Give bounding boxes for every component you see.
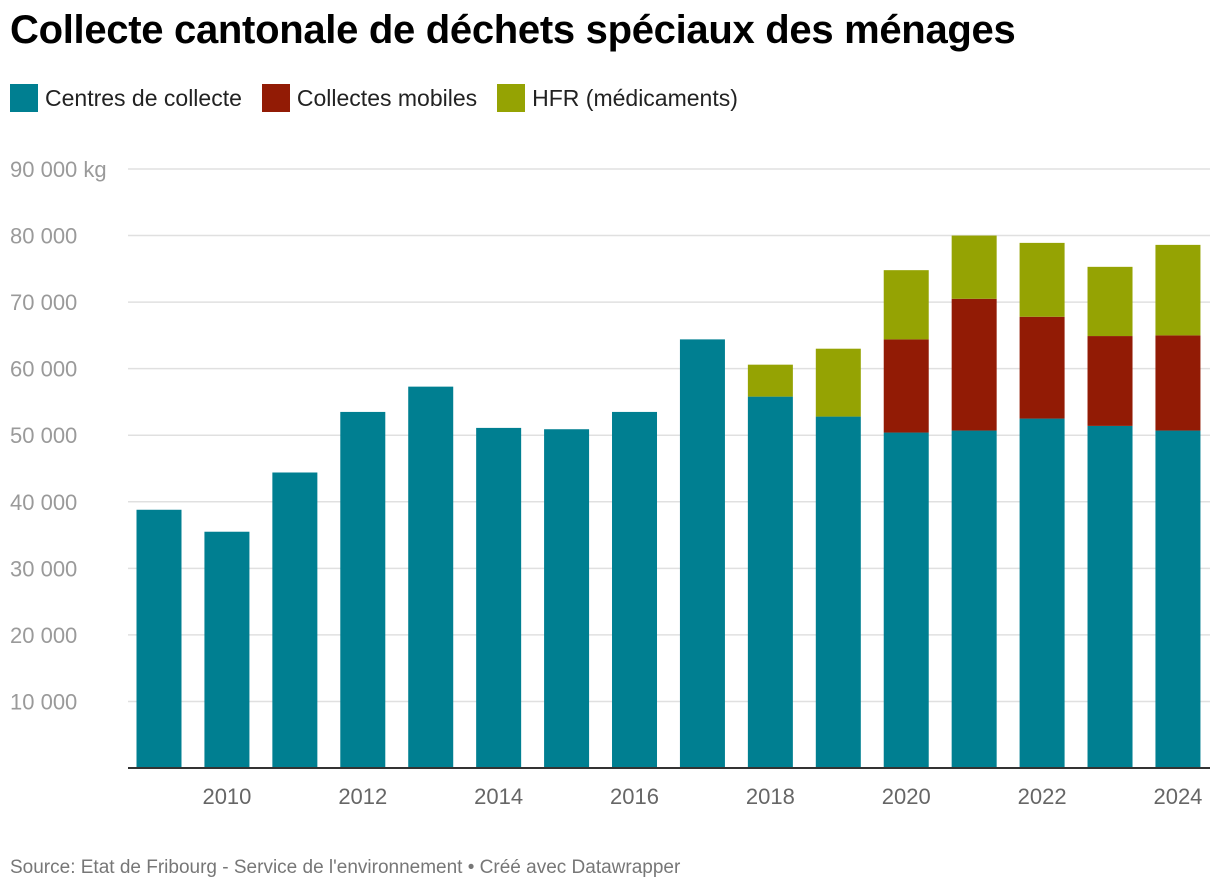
legend-swatch-hfr	[497, 84, 526, 112]
bar-mobiles-2024	[1155, 335, 1201, 431]
x-tick-label: 2010	[202, 784, 251, 809]
legend-item-mobiles: Collectes mobiles	[261, 84, 478, 112]
y-tick-label: 20 000	[10, 623, 77, 648]
y-tick-label: 50 000	[10, 423, 77, 448]
bar-centres-2018	[747, 396, 793, 768]
legend-label-hfr: HFR (médicaments)	[532, 84, 738, 111]
bar-mobiles-2022	[1019, 316, 1065, 419]
bar-centres-2011	[272, 472, 318, 768]
legend-swatch-mobiles	[261, 84, 290, 112]
source-footer: Source: Etat de Fribourg - Service de l'…	[10, 857, 681, 878]
y-tick-label: 60 000	[10, 357, 77, 382]
y-tick-label: 80 000	[10, 224, 77, 249]
legend-swatch-centres	[10, 84, 38, 112]
y-tick-label: 10 000	[10, 689, 77, 714]
bar-centres-2020	[883, 432, 929, 768]
legend-label-centres: Centres de collecte	[45, 84, 242, 111]
bar-centres-2019	[815, 416, 861, 768]
bar-mobiles-2023	[1087, 336, 1133, 426]
legend-item-centres: Centres de collecte	[10, 84, 242, 112]
x-tick-label: 2024	[1153, 784, 1202, 809]
x-tick-label: 2018	[746, 784, 795, 809]
x-tick-label: 2022	[1018, 784, 1067, 809]
bar-hfr-2018	[747, 364, 793, 397]
bar-centres-2015	[544, 429, 590, 768]
y-tick-label: 30 000	[10, 556, 77, 581]
bar-centres-2013	[408, 386, 454, 768]
x-tick-label: 2014	[474, 784, 523, 809]
chart-title: Collecte cantonale de déchets spéciaux d…	[10, 8, 1016, 52]
bar-hfr-2021	[951, 235, 997, 299]
legend: Centres de collecte Collectes mobiles HF…	[10, 84, 758, 112]
y-tick-label: 70 000	[10, 290, 77, 315]
bar-centres-2009	[136, 509, 182, 768]
bar-mobiles-2021	[951, 298, 997, 431]
bar-centres-2014	[476, 427, 522, 768]
y-tick-label: 40 000	[10, 490, 77, 515]
bar-centres-2024	[1155, 430, 1201, 768]
bar-centres-2021	[951, 430, 997, 768]
y-tick-label: 90 000 kg	[10, 157, 107, 182]
bar-hfr-2023	[1087, 266, 1133, 337]
legend-label-mobiles: Collectes mobiles	[296, 84, 478, 111]
x-tick-label: 2016	[610, 784, 659, 809]
bar-hfr-2022	[1019, 242, 1065, 317]
bar-hfr-2020	[883, 270, 929, 340]
bar-centres-2023	[1087, 425, 1133, 768]
x-tick-label: 2012	[338, 784, 387, 809]
bar-centres-2010	[204, 531, 250, 768]
bar-centres-2017	[679, 339, 725, 768]
bar-centres-2016	[612, 411, 658, 768]
bar-centres-2022	[1019, 418, 1065, 768]
bar-mobiles-2020	[883, 339, 929, 433]
bar-hfr-2024	[1155, 244, 1201, 336]
bar-centres-2012	[340, 411, 386, 768]
x-tick-label: 2020	[882, 784, 931, 809]
bar-hfr-2019	[815, 348, 861, 417]
legend-item-hfr: HFR (médicaments)	[497, 84, 738, 112]
